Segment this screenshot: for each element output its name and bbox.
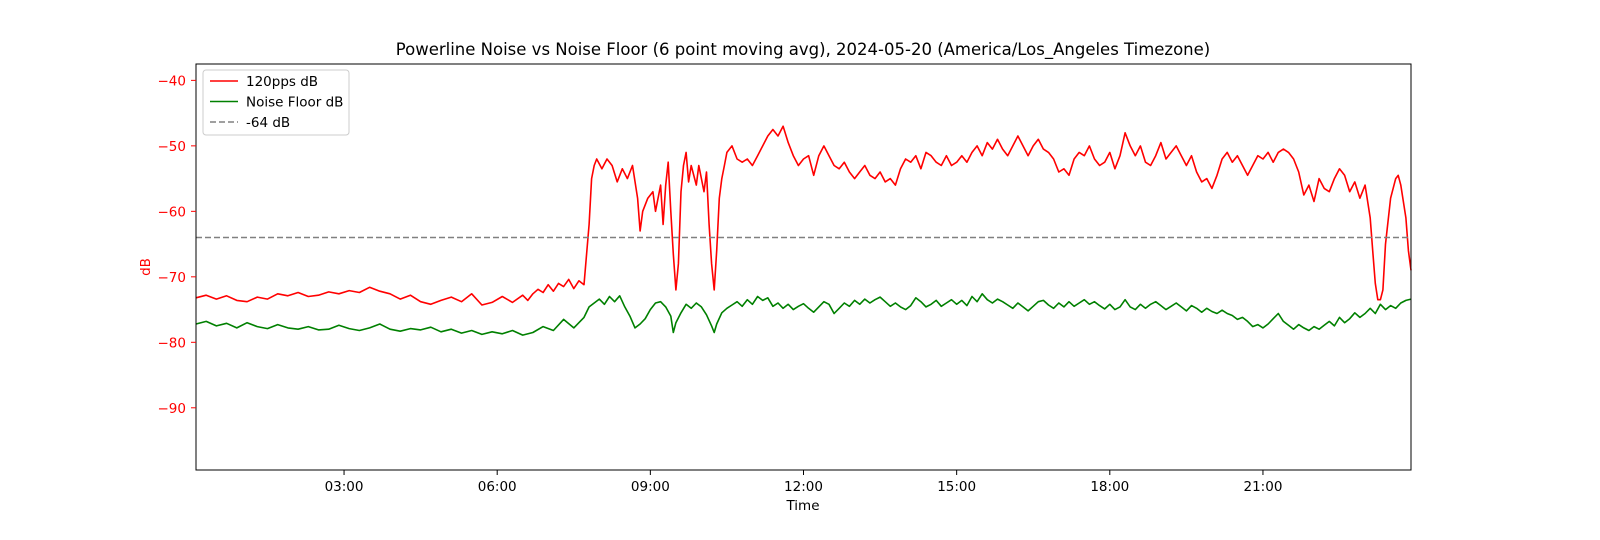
x-tick-label-0: 03:00 <box>325 479 364 495</box>
legend-label-1: Noise Floor dB <box>246 95 343 111</box>
y-tick-label-4: −80 <box>158 335 187 351</box>
chart-title: Powerline Noise vs Noise Floor (6 point … <box>396 40 1210 60</box>
x-tick-label-1: 06:00 <box>478 479 517 495</box>
legend-frame <box>202 69 350 136</box>
y-tick-label-1: −50 <box>158 139 187 155</box>
x-axis: 03:00 06:00 09:00 12:00 15:00 18:00 21:00 <box>325 470 1283 495</box>
y-axis: −40 −50 −60 −70 −80 −90 <box>158 73 196 417</box>
plot-frame <box>195 63 1412 471</box>
y-tick-label-3: −70 <box>158 270 187 286</box>
legend-label-2: -64 dB <box>246 115 290 131</box>
y-tick-label-2: −60 <box>158 204 187 220</box>
x-axis-label: Time <box>785 498 819 514</box>
y-tick-label-5: −90 <box>158 401 187 417</box>
legend: 120pps dB Noise Floor dB -64 dB <box>202 69 350 136</box>
x-tick-label-2: 09:00 <box>631 479 670 495</box>
legend-label-0: 120pps dB <box>246 74 318 90</box>
plot-area <box>195 63 1412 471</box>
x-tick-label-4: 15:00 <box>937 479 976 495</box>
x-tick-label-3: 12:00 <box>784 479 823 495</box>
y-tick-label-0: −40 <box>158 73 187 89</box>
y-axis-label: dB <box>138 258 154 276</box>
series-line-1 <box>195 293 1412 336</box>
x-tick-label-6: 21:00 <box>1244 479 1283 495</box>
series-line-0 <box>195 125 1412 306</box>
x-tick-label-5: 18:00 <box>1090 479 1129 495</box>
